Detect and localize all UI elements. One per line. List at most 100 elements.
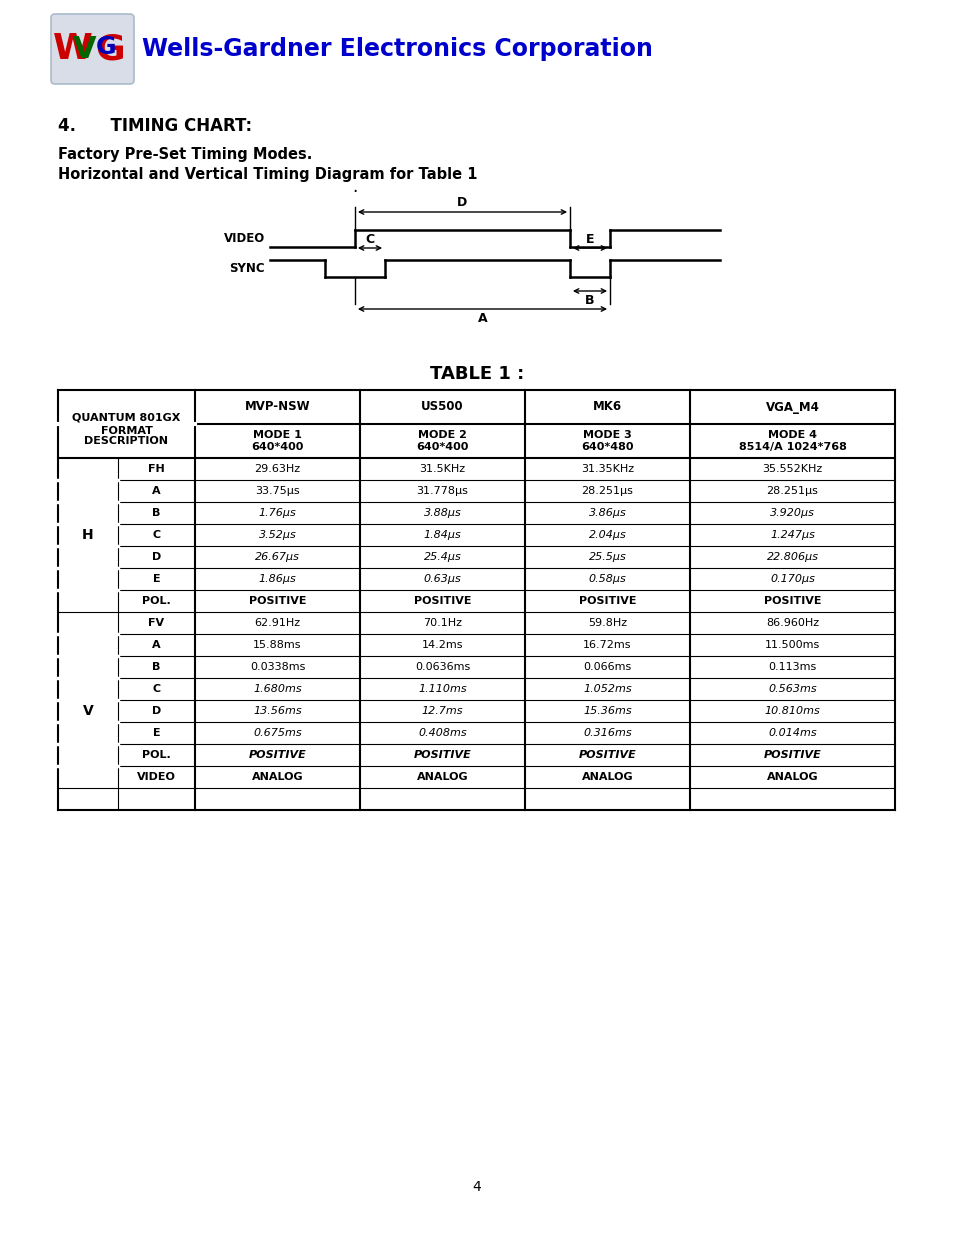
Text: 1.84μs: 1.84μs bbox=[423, 530, 461, 540]
Text: 3.88μs: 3.88μs bbox=[423, 508, 461, 517]
Text: G: G bbox=[95, 35, 116, 59]
Text: 62.91Hz: 62.91Hz bbox=[254, 618, 300, 629]
Text: Horizontal and Vertical Timing Diagram for Table 1: Horizontal and Vertical Timing Diagram f… bbox=[58, 167, 477, 182]
Text: B: B bbox=[152, 662, 160, 672]
Text: 3.86μs: 3.86μs bbox=[588, 508, 626, 517]
Text: ANALOG: ANALOG bbox=[416, 772, 468, 782]
Text: E: E bbox=[152, 574, 160, 584]
Text: 28.251μs: 28.251μs bbox=[766, 487, 818, 496]
Text: 1.680ms: 1.680ms bbox=[253, 684, 301, 694]
Text: C: C bbox=[152, 530, 160, 540]
Text: ANALOG: ANALOG bbox=[252, 772, 303, 782]
Text: B: B bbox=[584, 294, 594, 308]
Text: 0.63μs: 0.63μs bbox=[423, 574, 461, 584]
Text: MODE 1
640*400: MODE 1 640*400 bbox=[251, 430, 303, 452]
Text: 0.563ms: 0.563ms bbox=[767, 684, 816, 694]
Text: 86.960Hz: 86.960Hz bbox=[765, 618, 819, 629]
Text: VGA_M4: VGA_M4 bbox=[764, 400, 819, 414]
Text: POL.: POL. bbox=[142, 597, 171, 606]
Text: 3.920μs: 3.920μs bbox=[769, 508, 814, 517]
Text: C: C bbox=[152, 684, 160, 694]
Text: 14.2ms: 14.2ms bbox=[421, 640, 463, 650]
Text: MVP-NSW: MVP-NSW bbox=[244, 400, 310, 414]
Text: 1.110ms: 1.110ms bbox=[417, 684, 466, 694]
Text: 1.247μs: 1.247μs bbox=[769, 530, 814, 540]
Text: POSITIVE: POSITIVE bbox=[763, 597, 821, 606]
Text: 2.04μs: 2.04μs bbox=[588, 530, 626, 540]
Text: FH: FH bbox=[148, 464, 165, 474]
Text: 3.52μs: 3.52μs bbox=[258, 530, 296, 540]
Text: 59.8Hz: 59.8Hz bbox=[587, 618, 626, 629]
Text: E: E bbox=[152, 727, 160, 739]
Text: .: . bbox=[352, 178, 357, 196]
Text: V: V bbox=[73, 35, 96, 63]
Text: 10.810ms: 10.810ms bbox=[763, 706, 820, 716]
Text: 13.56ms: 13.56ms bbox=[253, 706, 301, 716]
Text: 35.552KHz: 35.552KHz bbox=[761, 464, 821, 474]
Text: 28.251μs: 28.251μs bbox=[581, 487, 633, 496]
Text: POSITIVE: POSITIVE bbox=[762, 750, 821, 760]
Text: H: H bbox=[82, 529, 93, 542]
Text: 12.7ms: 12.7ms bbox=[421, 706, 463, 716]
Text: TABLE 1 :: TABLE 1 : bbox=[430, 366, 523, 383]
Text: 0.113ms: 0.113ms bbox=[767, 662, 816, 672]
Text: 31.5KHz: 31.5KHz bbox=[419, 464, 465, 474]
Text: 4.      TIMING CHART:: 4. TIMING CHART: bbox=[58, 117, 252, 135]
Text: 0.58μs: 0.58μs bbox=[588, 574, 626, 584]
Text: QUANTUM 801GX
FORMAT: QUANTUM 801GX FORMAT bbox=[72, 412, 180, 436]
Text: ANALOG: ANALOG bbox=[581, 772, 633, 782]
Text: POSITIVE: POSITIVE bbox=[249, 750, 306, 760]
FancyBboxPatch shape bbox=[51, 14, 133, 84]
Text: 29.63Hz: 29.63Hz bbox=[254, 464, 300, 474]
Text: MODE 4
8514/A 1024*768: MODE 4 8514/A 1024*768 bbox=[738, 430, 845, 452]
Text: POSITIVE: POSITIVE bbox=[414, 597, 471, 606]
Text: W: W bbox=[53, 32, 92, 65]
Text: 0.675ms: 0.675ms bbox=[253, 727, 301, 739]
Text: 1.86μs: 1.86μs bbox=[258, 574, 296, 584]
Text: C: C bbox=[365, 233, 375, 246]
Text: SYNC: SYNC bbox=[229, 262, 265, 275]
Text: MK6: MK6 bbox=[593, 400, 621, 414]
Text: D: D bbox=[456, 196, 467, 209]
Text: POSITIVE: POSITIVE bbox=[578, 597, 636, 606]
Text: POSITIVE: POSITIVE bbox=[249, 597, 306, 606]
Text: G: G bbox=[95, 32, 125, 65]
Text: POSITIVE: POSITIVE bbox=[414, 750, 471, 760]
Text: 25.4μs: 25.4μs bbox=[423, 552, 461, 562]
Text: DESCRIPTION: DESCRIPTION bbox=[85, 436, 169, 446]
Text: FV: FV bbox=[149, 618, 164, 629]
Text: A: A bbox=[152, 487, 161, 496]
Text: Factory Pre-Set Timing Modes.: Factory Pre-Set Timing Modes. bbox=[58, 147, 312, 162]
Text: A: A bbox=[152, 640, 161, 650]
Text: Wells-Gardner Electronics Corporation: Wells-Gardner Electronics Corporation bbox=[142, 37, 652, 61]
Text: 0.0636ms: 0.0636ms bbox=[415, 662, 470, 672]
Text: E: E bbox=[585, 233, 594, 246]
Text: POL.: POL. bbox=[142, 750, 171, 760]
Text: ANALOG: ANALOG bbox=[766, 772, 818, 782]
Text: US500: US500 bbox=[420, 400, 463, 414]
Text: 25.5μs: 25.5μs bbox=[588, 552, 626, 562]
Text: A: A bbox=[477, 312, 487, 325]
Text: 0.170μs: 0.170μs bbox=[769, 574, 814, 584]
Text: 26.67μs: 26.67μs bbox=[254, 552, 299, 562]
Text: MODE 3
640*480: MODE 3 640*480 bbox=[580, 430, 633, 452]
Text: 0.408ms: 0.408ms bbox=[417, 727, 466, 739]
Text: 70.1Hz: 70.1Hz bbox=[422, 618, 461, 629]
Text: MODE 2
640*400: MODE 2 640*400 bbox=[416, 430, 468, 452]
Text: 4: 4 bbox=[472, 1179, 481, 1194]
Text: 0.316ms: 0.316ms bbox=[582, 727, 631, 739]
Text: V: V bbox=[83, 704, 93, 718]
Text: 0.066ms: 0.066ms bbox=[583, 662, 631, 672]
Text: 0.014ms: 0.014ms bbox=[767, 727, 816, 739]
Text: 1.76μs: 1.76μs bbox=[258, 508, 296, 517]
Text: 16.72ms: 16.72ms bbox=[582, 640, 631, 650]
Text: VIDEO: VIDEO bbox=[224, 232, 265, 245]
Text: 0.0338ms: 0.0338ms bbox=[250, 662, 305, 672]
Text: 15.36ms: 15.36ms bbox=[582, 706, 631, 716]
Text: VIDEO: VIDEO bbox=[137, 772, 175, 782]
Text: 31.778μs: 31.778μs bbox=[416, 487, 468, 496]
Text: 33.75μs: 33.75μs bbox=[254, 487, 299, 496]
Text: D: D bbox=[152, 552, 161, 562]
Text: B: B bbox=[152, 508, 160, 517]
Text: POSITIVE: POSITIVE bbox=[578, 750, 636, 760]
